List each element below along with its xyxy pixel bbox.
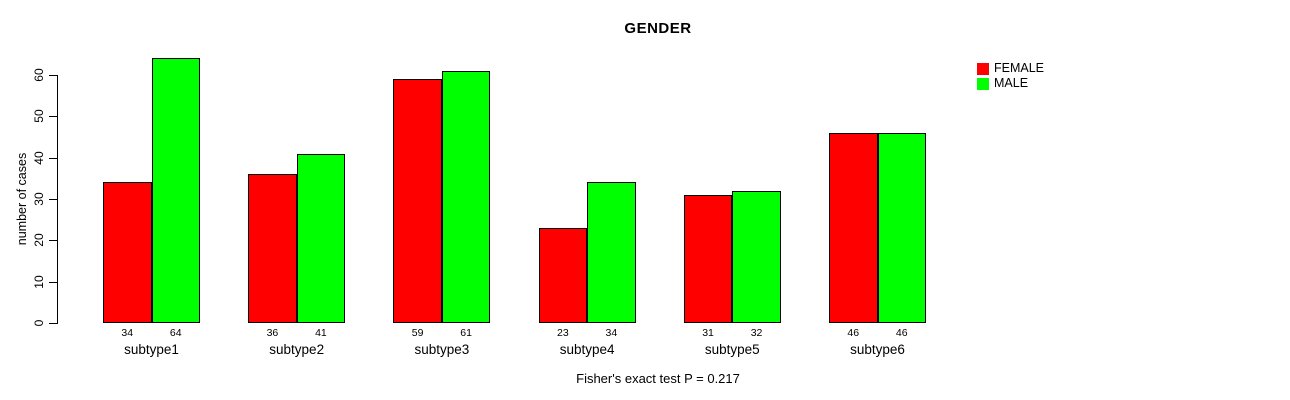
bar-value-label: 23: [557, 327, 569, 339]
bar-value-label: 34: [121, 327, 134, 339]
category-label-subtype1: subtype1: [124, 342, 179, 357]
y-tick-mark: [49, 240, 57, 242]
category-label-subtype4: subtype4: [559, 342, 615, 357]
bar-female-subtype5: [683, 194, 733, 323]
bar-value-label: 36: [266, 327, 279, 339]
y-tick-label: 10: [32, 274, 46, 289]
y-tick-mark: [49, 75, 57, 76]
bar-value-label: 31: [702, 327, 714, 339]
bar-male-subtype3: [441, 70, 491, 323]
bar-value-label: 59: [411, 327, 424, 339]
y-tick-label: 60: [32, 68, 46, 82]
y-tick-mark: [49, 116, 57, 118]
category-label-subtype3: subtype3: [414, 342, 470, 357]
category-label-subtype5: subtype5: [704, 342, 760, 357]
legend-swatch-male: [977, 77, 989, 90]
bar-female-subtype1: [103, 182, 152, 323]
legend-item-female: FEMALE: [977, 62, 1044, 75]
bar-value-label: 64: [169, 327, 182, 339]
bar-value-label: 46: [847, 327, 860, 339]
y-tick-mark: [49, 157, 57, 159]
annotation-fisher-test: Fisher's exact test P = 0.217: [576, 371, 740, 386]
bar-value-label: 46: [895, 327, 908, 339]
bar-female-subtype4: [538, 227, 588, 323]
y-axis-line: [57, 75, 58, 324]
y-tick-mark: [49, 199, 57, 200]
y-tick-label: 40: [32, 150, 46, 165]
chart-title: GENDER: [624, 20, 692, 37]
bar-value-label: 32: [750, 327, 763, 339]
bar-female-subtype2: [248, 174, 297, 323]
bar-male-subtype2: [296, 153, 346, 323]
bar-male-subtype1: [151, 58, 200, 323]
bar-male-subtype4: [587, 182, 636, 323]
bar-female-subtype3: [393, 79, 442, 323]
bar-male-subtype6: [877, 132, 926, 323]
y-tick-label: 0: [32, 319, 46, 327]
legend: FEMALE MALE: [977, 62, 1044, 92]
legend-swatch-female: [977, 62, 989, 75]
y-tick-label: 50: [32, 109, 46, 124]
legend-label: MALE: [994, 76, 1029, 90]
bar-male-subtype5: [732, 190, 781, 323]
category-label-subtype2: subtype2: [269, 342, 325, 357]
bar-female-subtype6: [829, 132, 878, 323]
y-tick-label: 30: [32, 192, 46, 206]
bar-value-label: 61: [460, 327, 472, 339]
bar-value-label: 34: [605, 327, 618, 339]
legend-label: FEMALE: [994, 61, 1045, 75]
bar-value-label: 41: [315, 327, 327, 339]
y-tick-label: 20: [32, 233, 46, 248]
legend-item-male: MALE: [977, 77, 1044, 90]
y-tick-mark: [49, 323, 57, 324]
y-tick-mark: [49, 281, 57, 283]
category-label-subtype6: subtype6: [850, 342, 905, 357]
